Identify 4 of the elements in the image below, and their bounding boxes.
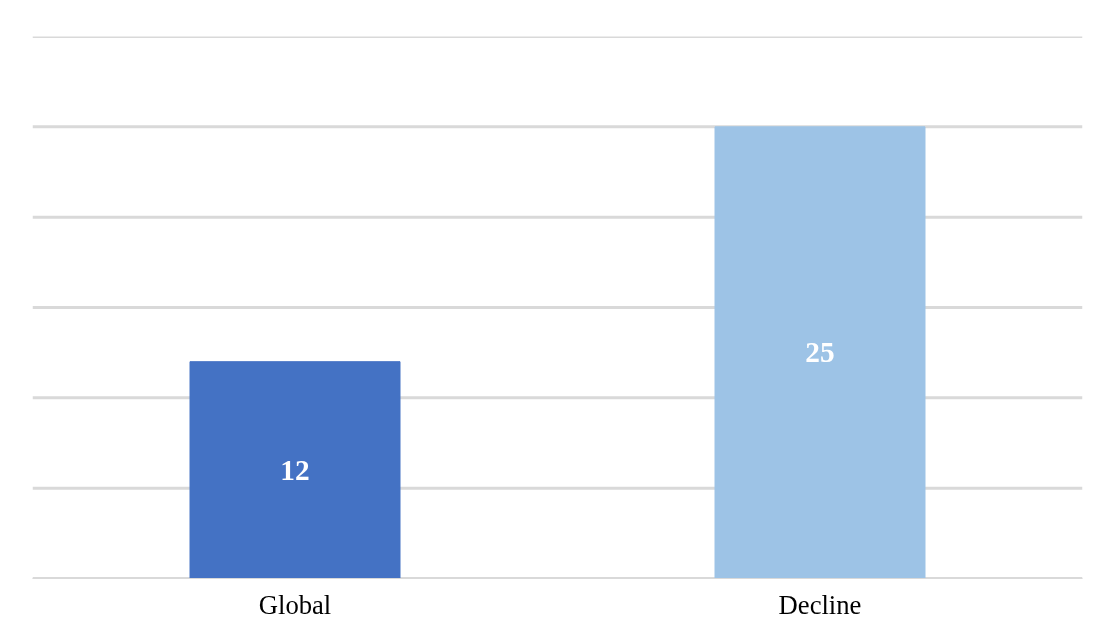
x-tick-label: Decline [778, 589, 862, 620]
x-tick-label: Global [258, 589, 332, 620]
data-label: 12 [280, 453, 310, 486]
data-label: 25 [805, 336, 835, 369]
